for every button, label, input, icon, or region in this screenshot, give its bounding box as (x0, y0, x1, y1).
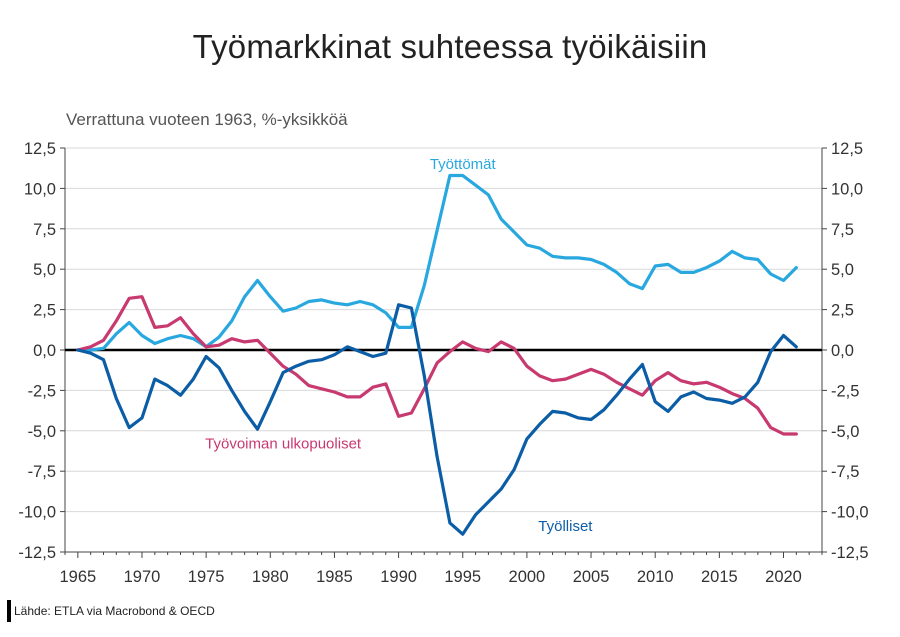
y-tick-label-left: 5,0 (33, 261, 56, 279)
series-line-unemployed (76, 173, 798, 352)
y-tick-label-right: 7,5 (831, 221, 854, 239)
series-labels: Työttömät Työvoiman ulkopuoliset Työlliset (205, 156, 593, 535)
x-tick-label: 1985 (316, 568, 353, 586)
series-line-outside (76, 295, 798, 436)
x-tick-label: 1995 (444, 568, 481, 586)
y-tick-label-right: 12,5 (831, 140, 863, 158)
y-tick-label-left: 7,5 (33, 221, 56, 239)
x-tick-label: 2000 (509, 568, 546, 586)
y-tick-label-left: -10,0 (18, 504, 56, 522)
y-tick-label-left: 10,0 (24, 180, 56, 198)
y-tick-label-left: -5,0 (28, 423, 56, 441)
y-tick-label-left: 12,5 (24, 140, 56, 158)
x-tick-label: 2005 (573, 568, 610, 586)
y-tick-label-right: -10,0 (831, 504, 869, 522)
x-tick-label: 1980 (252, 568, 289, 586)
x-tick-label: 1965 (59, 568, 96, 586)
y-tick-label-left: -7,5 (28, 463, 56, 481)
series-label-outside: Työvoiman ulkopuoliset (205, 436, 362, 453)
y-tick-label-right: -12,5 (831, 544, 869, 562)
chart-title: Työmarkkinat suhteessa työikäisiin (192, 28, 708, 65)
y-tick-label-left: 2,5 (33, 302, 56, 320)
y-tick-label-right: 5,0 (831, 261, 854, 279)
y-tick-label-left: -2,5 (28, 382, 56, 400)
y-tick-label-right: 10,0 (831, 180, 863, 198)
x-tick-label: 1970 (124, 568, 161, 586)
x-tick-label: 2010 (637, 568, 674, 586)
chart-subtitle: Verrattuna vuoteen 1963, %-yksikköä (66, 110, 348, 129)
y-tick-label-right: -5,0 (831, 423, 859, 441)
x-tick-label: 1975 (188, 568, 225, 586)
y-tick-label-right: 2,5 (831, 302, 854, 320)
series-label-employed: Työlliset (538, 518, 593, 535)
x-tick-label: 2020 (765, 568, 802, 586)
y-tick-label-left: 0,0 (33, 342, 56, 360)
x-tick-label: 2015 (701, 568, 738, 586)
source-note: Lähde: ETLA via Macrobond & OECD (14, 604, 215, 618)
source-marker (7, 600, 11, 622)
x-tick-label: 1990 (380, 568, 417, 586)
axes: 12,5 12,5 10,0 10,0 7,5 7,5 5,0 5,0 2,5 2,5 0,0 0,0… (18, 140, 868, 586)
series-label-unemployed: Työttömät (430, 156, 497, 173)
y-tick-label-right: -7,5 (831, 463, 859, 481)
y-tick-label-right: 0,0 (831, 342, 854, 360)
series-lines (76, 173, 798, 536)
series-line-employed (76, 303, 798, 536)
y-tick-label-right: -2,5 (831, 382, 859, 400)
y-tick-label-left: -12,5 (18, 544, 56, 562)
